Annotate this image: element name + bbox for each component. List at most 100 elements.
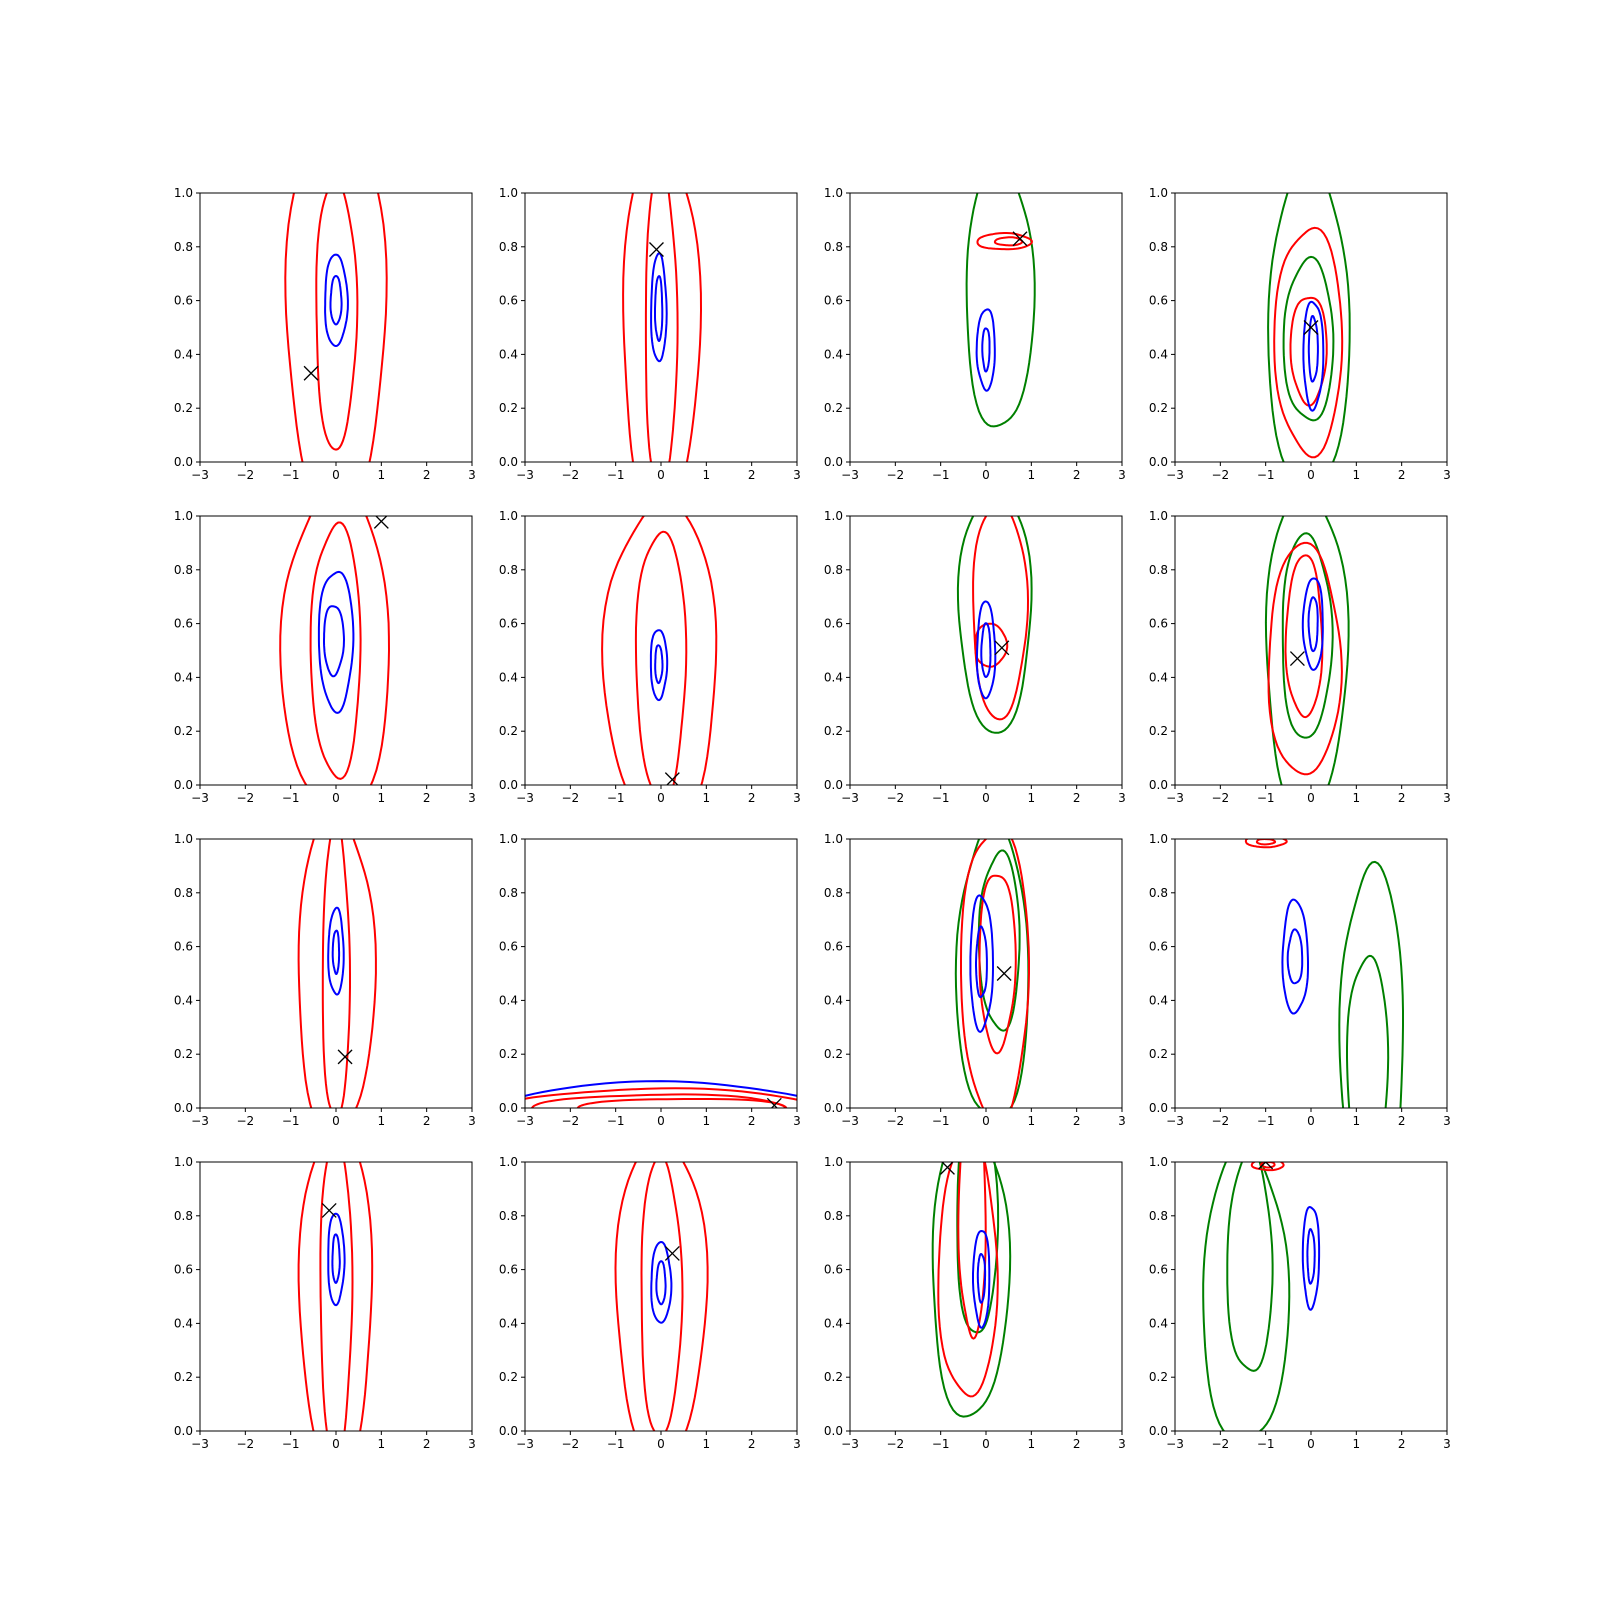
- y-tick-label: 0.8: [824, 563, 843, 577]
- y-tick-label: 0.6: [499, 1263, 518, 1277]
- x-marker: [321, 1202, 337, 1218]
- y-tick-label: 0.6: [174, 294, 193, 308]
- y-tick-label: 0.6: [1149, 1263, 1168, 1277]
- y-tick-label: 1.0: [824, 509, 843, 523]
- x-tick-label: 3: [468, 1437, 476, 1451]
- red-contour: [960, 839, 1030, 1108]
- x-tick-label: −2: [1211, 791, 1229, 805]
- green-contour: [965, 193, 1036, 428]
- x-tick-label: −1: [282, 1437, 300, 1451]
- x-tick-label: 0: [332, 1114, 340, 1128]
- red-contour: [1250, 1162, 1285, 1172]
- x-tick-label: −2: [561, 1114, 579, 1128]
- x-tick-label: 3: [1118, 1114, 1126, 1128]
- y-tick-label: 0.2: [1149, 1047, 1168, 1061]
- plot-area: [1264, 516, 1350, 785]
- x-tick-label: −1: [607, 1437, 625, 1451]
- y-tick-label: 0.4: [824, 993, 843, 1007]
- x-marker: [940, 1162, 955, 1175]
- y-tick-label: 0.2: [174, 1370, 193, 1384]
- y-tick-label: 0.0: [1149, 1424, 1168, 1438]
- plot-area: [284, 193, 388, 462]
- plot-area: [965, 193, 1036, 428]
- x-tick-label: 2: [423, 1114, 431, 1128]
- x-tick-label: 1: [378, 1437, 386, 1451]
- green-contour: [1267, 193, 1351, 462]
- blue-contour: [327, 1212, 346, 1307]
- x-tick-label: −3: [841, 468, 859, 482]
- y-tick-label: 0.4: [499, 347, 518, 361]
- x-tick-label: −1: [932, 468, 950, 482]
- x-tick-label: 0: [1307, 1437, 1315, 1451]
- y-tick-label: 0.4: [499, 1316, 518, 1330]
- x-tick-label: 0: [982, 1114, 990, 1128]
- x-marker: [373, 516, 389, 529]
- x-tick-label: 0: [657, 1114, 665, 1128]
- red-contour: [614, 1162, 709, 1431]
- x-tick-label: 2: [423, 468, 431, 482]
- x-tick-label: 1: [1353, 468, 1361, 482]
- y-tick-label: 0.6: [174, 940, 193, 954]
- plot-area: [1202, 1162, 1321, 1431]
- x-tick-label: 1: [1353, 1437, 1361, 1451]
- y-tick-label: 0.2: [1149, 1370, 1168, 1384]
- y-tick-label: 0.0: [499, 778, 518, 792]
- y-tick-label: 0.2: [499, 1047, 518, 1061]
- green-contour: [1202, 1162, 1291, 1431]
- y-tick-label: 0.4: [499, 670, 518, 684]
- y-tick-label: 0.6: [1149, 617, 1168, 631]
- subplot-16: −3 −2 −1 0 1 2 3 0.0 0.2 0.4 0.6 0.8 1.0: [1149, 1155, 1451, 1451]
- y-tick-label: 1.0: [174, 832, 193, 846]
- plot-area: [1267, 193, 1351, 462]
- red-contour: [576, 1098, 788, 1108]
- green-contour: [1281, 532, 1334, 739]
- y-tick-label: 0.2: [824, 1370, 843, 1384]
- y-tick-label: 0.8: [1149, 1209, 1168, 1223]
- y-tick-label: 0.8: [1149, 886, 1168, 900]
- y-tick-label: 0.0: [499, 1101, 518, 1115]
- x-tick-label: 3: [1443, 468, 1451, 482]
- y-tick-label: 0.8: [174, 240, 193, 254]
- x-tick-label: −3: [191, 468, 209, 482]
- y-tick-label: 0.2: [174, 401, 193, 415]
- blue-contour: [1301, 1206, 1321, 1311]
- axes-frame: [849, 515, 1123, 786]
- x-tick-label: −2: [236, 791, 254, 805]
- y-tick-label: 0.6: [499, 940, 518, 954]
- y-tick-label: 1.0: [824, 832, 843, 846]
- y-tick-label: 1.0: [174, 1155, 193, 1169]
- red-contour: [622, 193, 702, 462]
- blue-contour: [975, 925, 988, 999]
- y-tick-label: 0.4: [824, 670, 843, 684]
- x-tick-label: −3: [841, 1114, 859, 1128]
- x-tick-label: 0: [332, 1437, 340, 1451]
- blue-contour: [975, 308, 996, 392]
- y-tick-label: 0.8: [1149, 240, 1168, 254]
- plot-area: [931, 1162, 1012, 1418]
- red-contour: [601, 516, 718, 785]
- x-tick-label: −1: [1257, 1437, 1275, 1451]
- x-tick-label: 3: [1443, 791, 1451, 805]
- x-marker: [664, 772, 680, 785]
- x-tick-label: 1: [703, 1437, 711, 1451]
- subplot-5: −3 −2 −1 0 1 2 3 0.0 0.2 0.4 0.6 0.8 1.0: [174, 509, 476, 805]
- red-contour: [309, 521, 362, 780]
- x-tick-label: −3: [516, 468, 534, 482]
- blue-contour: [317, 570, 355, 714]
- y-tick-label: 0.4: [174, 993, 193, 1007]
- x-tick-label: −3: [1166, 791, 1184, 805]
- y-tick-label: 0.8: [824, 886, 843, 900]
- panel-grid: −3 −2 −1 0 1 2 3 0.0 0.2 0.4 0.6 0.8 1.0 −3 −2 −1 0 1 2 3 0.…: [174, 186, 1451, 1451]
- y-tick-label: 0.4: [1149, 670, 1168, 684]
- subplot-3: −3 −2 −1 0 1 2 3 0.0 0.2 0.4 0.6 0.8 1.0: [824, 186, 1126, 482]
- x-tick-label: 0: [1307, 1114, 1315, 1128]
- y-tick-label: 0.8: [1149, 563, 1168, 577]
- axes-frame: [199, 1161, 473, 1432]
- x-tick-label: 2: [423, 791, 431, 805]
- blue-contour: [654, 644, 664, 685]
- y-tick-label: 0.6: [824, 617, 843, 631]
- blue-contour: [1281, 898, 1309, 1015]
- x-tick-label: −1: [282, 1114, 300, 1128]
- x-tick-label: 0: [657, 1437, 665, 1451]
- x-tick-label: −2: [236, 1114, 254, 1128]
